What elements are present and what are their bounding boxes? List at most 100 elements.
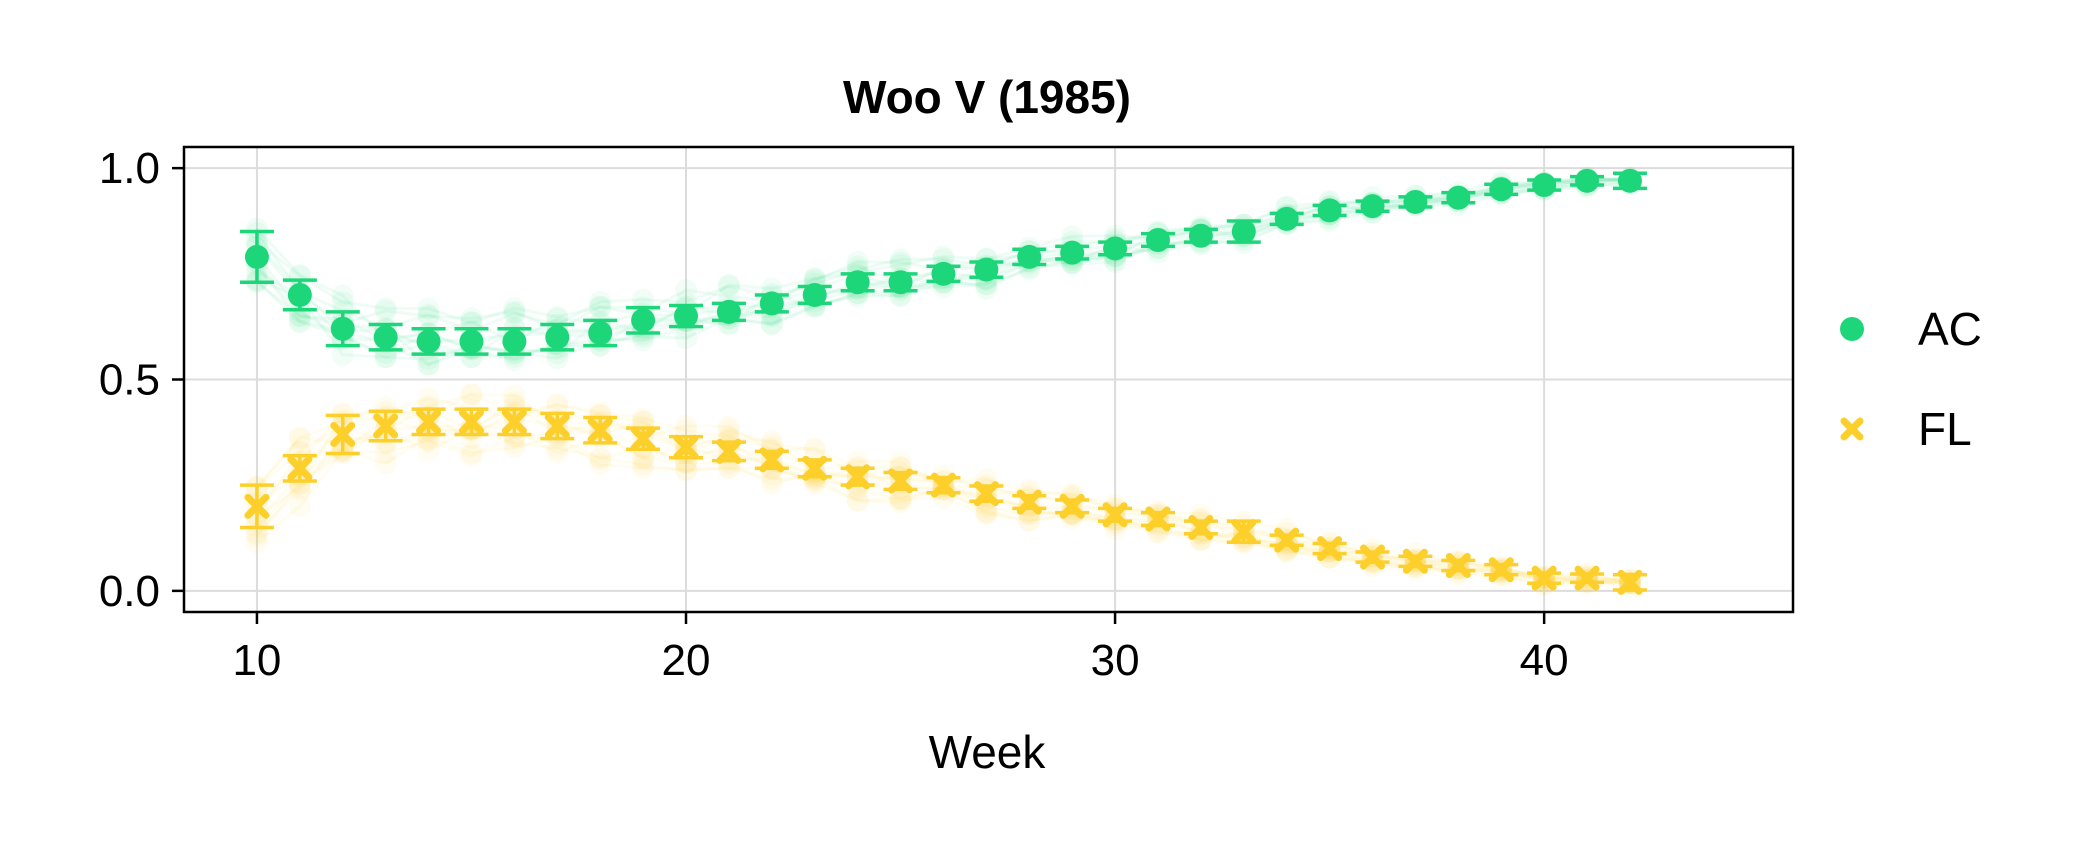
chart-title: Woo V (1985)	[843, 71, 1131, 123]
data-point	[287, 455, 313, 481]
trajectory-point	[846, 250, 869, 273]
data-point	[544, 413, 570, 439]
trajectory-point	[288, 311, 311, 334]
trajectory-point	[889, 487, 912, 510]
data-point	[674, 304, 699, 329]
trajectory-point	[546, 393, 569, 416]
trajectory-point	[460, 382, 483, 405]
data-point	[244, 244, 269, 269]
trajectory-point	[889, 251, 912, 274]
data-point	[930, 472, 956, 498]
data-point	[1016, 489, 1042, 515]
trajectory-point	[417, 305, 440, 328]
data-point	[373, 325, 398, 350]
trajectory-point	[1018, 509, 1041, 532]
trajectory-point	[417, 352, 440, 375]
trajectory-point	[632, 329, 655, 352]
x-tick-label: 10	[232, 636, 281, 685]
trajectory-point	[546, 442, 569, 465]
trajectory-point	[803, 437, 826, 460]
trajectory-point	[760, 468, 783, 491]
legend-marker	[1840, 417, 1864, 441]
data-point	[1403, 189, 1428, 214]
trajectory-point	[288, 495, 311, 518]
trajectory-point	[331, 284, 354, 307]
data-point	[716, 438, 742, 464]
legend-label: AC	[1918, 303, 1982, 355]
x-axis: 10 20 30 40	[232, 612, 1569, 685]
trajectory-point	[503, 300, 526, 323]
trajectory-point	[503, 302, 526, 325]
data-point	[673, 434, 699, 460]
data-point	[330, 316, 355, 341]
data-point	[330, 421, 356, 447]
trajectory-point	[975, 501, 998, 524]
data-point	[974, 257, 999, 282]
data-point	[1489, 177, 1514, 202]
trajectory-point	[288, 426, 311, 449]
trajectory-point	[889, 253, 912, 276]
trajectory-point	[417, 387, 440, 410]
data-point	[845, 270, 870, 295]
data-point	[287, 282, 312, 307]
trajectory-point	[889, 248, 912, 271]
data-point	[501, 409, 527, 435]
trajectory-point	[503, 432, 526, 455]
data-point	[631, 308, 656, 333]
data-point	[1274, 527, 1300, 553]
data-point	[759, 447, 785, 473]
data-point	[1274, 206, 1299, 231]
trajectory-point	[632, 288, 655, 311]
data-point	[630, 426, 656, 452]
trajectory-point	[589, 295, 612, 318]
trajectory-point	[717, 419, 740, 442]
data-point	[1575, 168, 1600, 193]
trajectory-point	[288, 473, 311, 496]
trajectory-point	[546, 347, 569, 370]
trajectory-point	[245, 217, 268, 240]
trajectory-point	[889, 491, 912, 514]
trajectory-point	[675, 459, 698, 482]
trajectory-point	[846, 489, 869, 512]
trajectory-point	[417, 303, 440, 326]
trajectory-point	[760, 473, 783, 496]
trajectory-point	[503, 297, 526, 320]
data-point	[588, 321, 613, 345]
trajectory-point	[460, 307, 483, 330]
data-point	[1231, 519, 1257, 545]
trajectory-point	[546, 305, 569, 328]
trajectory-point	[632, 457, 655, 480]
trajectory-point	[760, 312, 783, 335]
data-point	[1531, 565, 1557, 591]
legend-label: FL	[1918, 403, 1972, 455]
trajectory-point	[632, 447, 655, 470]
trajectory-point	[975, 503, 998, 526]
y-tick-label: 0.5	[99, 356, 160, 405]
data-point	[973, 481, 999, 507]
data-point	[1445, 553, 1471, 578]
trajectory-point	[889, 487, 912, 510]
data-point	[1617, 569, 1643, 595]
data-point	[1059, 493, 1085, 519]
trajectory-point	[632, 325, 655, 348]
data-point	[1145, 228, 1170, 252]
trajectory-point	[803, 267, 826, 290]
trajectory-point	[889, 488, 912, 511]
trajectory-point	[374, 299, 397, 322]
data-point	[416, 329, 441, 354]
data-point	[1317, 536, 1343, 562]
trajectory-point	[374, 441, 397, 464]
series-ac	[239, 168, 1647, 356]
trajectory-point	[589, 446, 612, 469]
data-point	[759, 291, 784, 316]
data-point	[931, 261, 956, 286]
data-point	[587, 417, 613, 443]
trajectory-point	[503, 436, 526, 459]
trajectory-point	[460, 441, 483, 464]
data-point	[502, 329, 527, 354]
x-tick-label: 20	[662, 636, 711, 685]
legend: AC FL	[1840, 303, 1982, 455]
trajectory-point	[717, 275, 740, 298]
